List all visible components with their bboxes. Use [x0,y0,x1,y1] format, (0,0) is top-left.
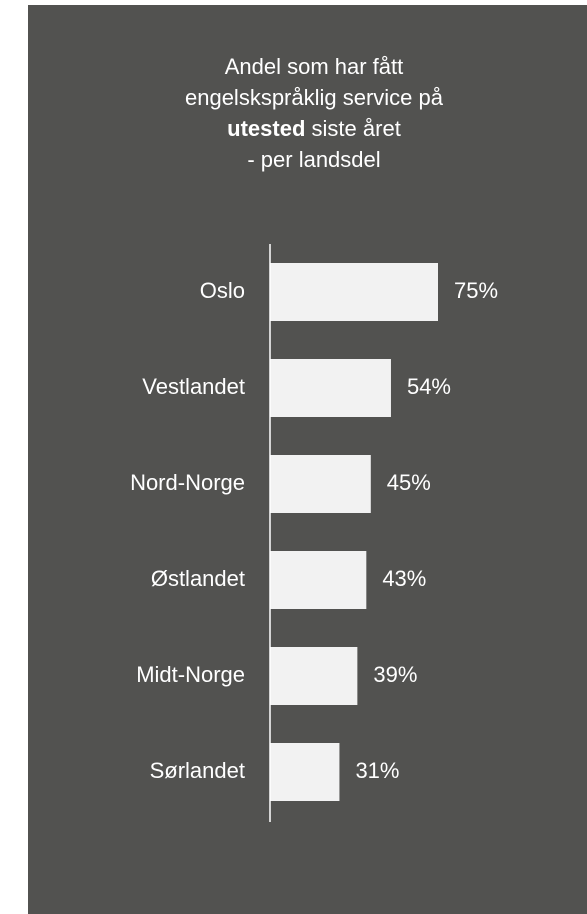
chart-title: - per landsdel [247,147,380,172]
y-tick-label: Nord-Norge [130,470,245,495]
y-tick-label: Midt-Norge [136,662,245,687]
y-tick-label: Vestlandet [142,374,245,399]
chart-title: engelskspråklig service på [185,85,444,110]
bar [270,647,358,705]
y-tick-label: Østlandet [151,566,245,591]
y-tick-label: Oslo [200,278,245,303]
bar [270,551,367,609]
chart-title: utested siste året [227,116,401,141]
data-label: 45% [387,470,431,495]
bar [270,263,438,321]
bar [270,743,340,801]
chart-title-text: siste året [312,116,401,141]
data-label: 39% [373,662,417,687]
chart-title: Andel som har fått [225,54,404,79]
y-tick-label: Sørlandet [150,758,245,783]
chart-title-bold: utested [227,116,305,141]
data-label: 75% [454,278,498,303]
bar [270,359,391,417]
data-label: 54% [407,374,451,399]
data-label: 43% [382,566,426,591]
bar [270,455,371,513]
data-label: 31% [355,758,399,783]
